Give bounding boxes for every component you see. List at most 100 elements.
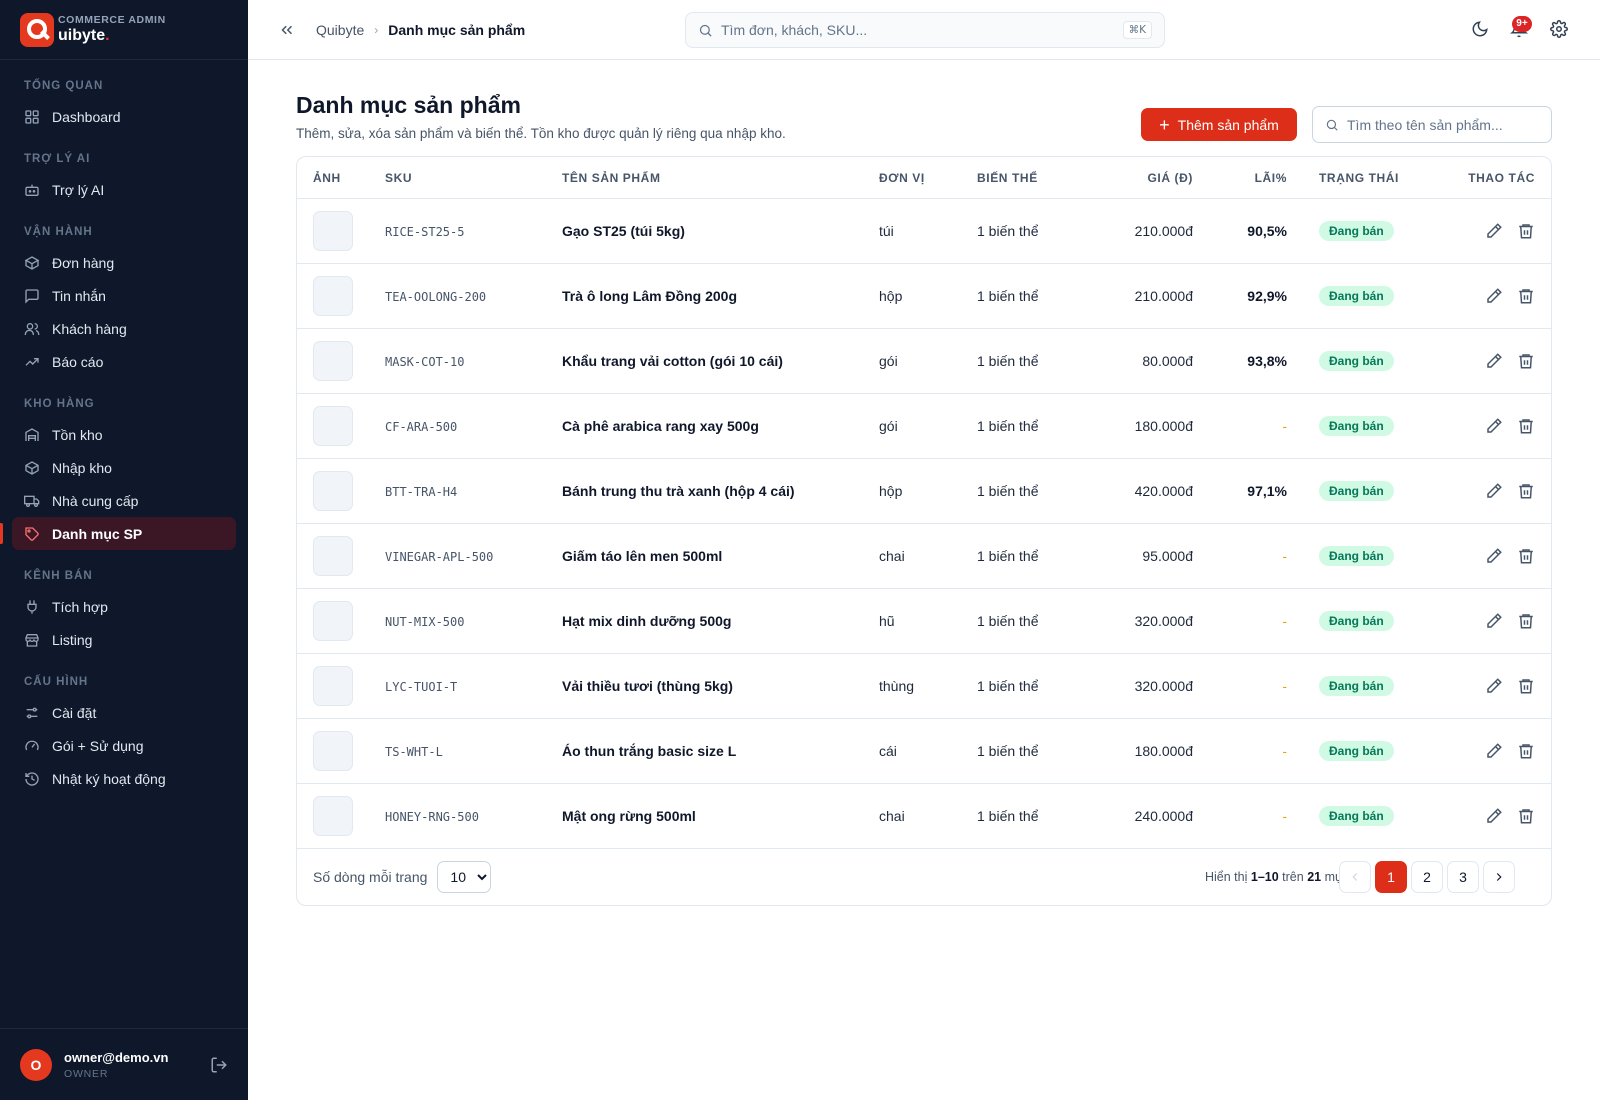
- nav-section-title: TỔNG QUAN: [24, 80, 104, 92]
- sidebar-item-dashboard[interactable]: Dashboard: [12, 100, 236, 133]
- brand[interactable]: COMMERCE ADMIN uibyte.: [0, 0, 248, 60]
- edit-icon[interactable]: [1485, 417, 1503, 435]
- trash-icon[interactable]: [1517, 807, 1535, 825]
- sidebar-item-nhà-cung-cấp[interactable]: Nhà cung cấp: [12, 484, 236, 517]
- status-badge: Đang bán: [1319, 286, 1394, 306]
- sidebar-item-đơn-hàng[interactable]: Đơn hàng: [12, 246, 236, 279]
- table-row[interactable]: BTT-TRA-H4 Bánh trung thu trà xanh (hộp …: [297, 459, 1551, 524]
- product-name[interactable]: Cà phê arabica rang xay 500g: [562, 418, 759, 434]
- table-body: RICE-ST25-5 Gạo ST25 (túi 5kg) túi 1 biế…: [297, 199, 1551, 849]
- edit-icon[interactable]: [1485, 222, 1503, 240]
- add-product-button[interactable]: + Thêm sản phẩm: [1141, 108, 1297, 141]
- sidebar-item-tồn-kho[interactable]: Tồn kho: [12, 418, 236, 451]
- page-button-1[interactable]: 1: [1375, 861, 1407, 893]
- table-row[interactable]: NUT-MIX-500 Hạt mix dinh dưỡng 500g hũ 1…: [297, 589, 1551, 654]
- next-page-button[interactable]: [1483, 861, 1515, 893]
- page-button-3[interactable]: 3: [1447, 861, 1479, 893]
- product-name[interactable]: Áo thun trắng basic size L: [562, 743, 737, 759]
- sidebar-item-trợ-lý-ai[interactable]: Trợ lý AI: [12, 173, 236, 206]
- global-search-input[interactable]: [721, 22, 1123, 38]
- sidebar-item-tin-nhắn[interactable]: Tin nhắn: [12, 279, 236, 312]
- sidebar-item-nhật-ký-hoạt-động[interactable]: Nhật ký hoạt động: [12, 762, 236, 795]
- trash-icon[interactable]: [1517, 677, 1535, 695]
- product-name[interactable]: Khẩu trang vải cotton (gói 10 cái): [562, 353, 783, 369]
- search-icon: [1326, 119, 1338, 131]
- avatar[interactable]: O: [20, 1048, 52, 1081]
- product-name[interactable]: Gạo ST25 (túi 5kg): [562, 223, 685, 239]
- trash-icon[interactable]: [1517, 287, 1535, 305]
- product-price: 420.000đ: [1134, 483, 1193, 499]
- edit-icon[interactable]: [1485, 482, 1503, 500]
- sidebar-item-khách-hàng[interactable]: Khách hàng: [12, 312, 236, 345]
- table-footer: Số dòng mỗi trang 10 Hiển thị 1–10 trên …: [297, 849, 1551, 905]
- trash-icon[interactable]: [1517, 742, 1535, 760]
- product-sku: BTT-TRA-H4: [385, 485, 458, 499]
- box-in-icon: [24, 460, 40, 476]
- sidebar-item-báo-cáo[interactable]: Báo cáo: [12, 345, 236, 378]
- prev-page-button[interactable]: [1339, 861, 1371, 893]
- edit-icon[interactable]: [1485, 547, 1503, 565]
- product-search[interactable]: [1312, 106, 1552, 143]
- plus-icon: +: [1159, 114, 1170, 135]
- table-row[interactable]: HONEY-RNG-500 Mật ong rừng 500ml chai 1 …: [297, 784, 1551, 849]
- table-row[interactable]: CF-ARA-500 Cà phê arabica rang xay 500g …: [297, 394, 1551, 459]
- sidebar-item-label: Cài đặt: [52, 704, 97, 721]
- rows-per-page-select[interactable]: 10: [437, 861, 492, 893]
- sidebar-item-nhập-kho[interactable]: Nhập kho: [12, 451, 236, 484]
- page-button-2[interactable]: 2: [1411, 861, 1443, 893]
- edit-icon[interactable]: [1485, 612, 1503, 630]
- product-unit: gói: [879, 353, 898, 369]
- package-icon: [24, 255, 40, 271]
- edit-icon[interactable]: [1485, 742, 1503, 760]
- product-thumbnail: [313, 601, 353, 641]
- product-name[interactable]: Giấm táo lên men 500ml: [562, 548, 723, 564]
- table-row[interactable]: LYC-TUOI-T Vải thiều tươi (thùng 5kg) th…: [297, 654, 1551, 719]
- collapse-sidebar-icon[interactable]: [278, 21, 296, 39]
- product-margin: -: [1282, 418, 1287, 434]
- col-margin: LÃI%: [1254, 170, 1287, 185]
- product-sku: TEA-OOLONG-200: [385, 290, 487, 304]
- edit-icon[interactable]: [1485, 287, 1503, 305]
- edit-icon[interactable]: [1485, 677, 1503, 695]
- gear-icon[interactable]: [1550, 20, 1568, 38]
- product-name[interactable]: Mật ong rừng 500ml: [562, 808, 696, 824]
- trash-icon[interactable]: [1517, 352, 1535, 370]
- logout-icon[interactable]: [210, 1056, 228, 1074]
- edit-icon[interactable]: [1485, 352, 1503, 370]
- sidebar-item-danh-mục-sp[interactable]: Danh mục SP: [0, 517, 236, 550]
- sidebar-item-cài-đặt[interactable]: Cài đặt: [12, 696, 236, 729]
- product-sku: LYC-TUOI-T: [385, 680, 458, 694]
- product-variants: 1 biến thể: [977, 353, 1039, 369]
- sidebar-item-tích-hợp[interactable]: Tích hợp: [12, 590, 236, 623]
- table-row[interactable]: TS-WHT-L Áo thun trắng basic size L cái …: [297, 719, 1551, 784]
- product-price: 180.000đ: [1134, 743, 1193, 759]
- table-row[interactable]: TEA-OOLONG-200 Trà ô long Lâm Đồng 200g …: [297, 264, 1551, 329]
- sidebar-item-label: Tích hợp: [52, 598, 108, 615]
- product-variants: 1 biến thể: [977, 808, 1039, 824]
- trash-icon[interactable]: [1517, 417, 1535, 435]
- product-name[interactable]: Hạt mix dinh dưỡng 500g: [562, 613, 732, 629]
- table-row[interactable]: RICE-ST25-5 Gạo ST25 (túi 5kg) túi 1 biế…: [297, 199, 1551, 264]
- trash-icon[interactable]: [1517, 547, 1535, 565]
- product-name[interactable]: Trà ô long Lâm Đồng 200g: [562, 288, 738, 304]
- sidebar-item-listing[interactable]: Listing: [12, 623, 236, 656]
- table-row[interactable]: MASK-COT-10 Khẩu trang vải cotton (gói 1…: [297, 329, 1551, 394]
- sidebar-item-label: Danh mục SP: [52, 525, 143, 542]
- global-search[interactable]: ⌘K: [685, 12, 1165, 48]
- product-variants: 1 biến thể: [977, 548, 1039, 564]
- sidebar-item-gói-+-sử-dụng[interactable]: Gói + Sử dụng: [12, 729, 236, 762]
- brand-subtitle: COMMERCE ADMIN: [58, 13, 166, 26]
- table-row[interactable]: VINEGAR-APL-500 Giấm táo lên men 500ml c…: [297, 524, 1551, 589]
- product-name[interactable]: Bánh trung thu trà xanh (hộp 4 cái): [562, 483, 795, 499]
- product-name[interactable]: Vải thiều tươi (thùng 5kg): [562, 678, 733, 694]
- product-sku: TS-WHT-L: [385, 745, 443, 759]
- trash-icon[interactable]: [1517, 482, 1535, 500]
- edit-icon[interactable]: [1485, 807, 1503, 825]
- product-search-input[interactable]: [1347, 116, 1539, 133]
- moon-icon[interactable]: [1471, 20, 1489, 38]
- trash-icon[interactable]: [1517, 612, 1535, 630]
- breadcrumb-root[interactable]: Quibyte: [316, 22, 365, 38]
- product-margin: -: [1282, 678, 1287, 694]
- plug-icon: [24, 599, 40, 615]
- trash-icon[interactable]: [1517, 222, 1535, 240]
